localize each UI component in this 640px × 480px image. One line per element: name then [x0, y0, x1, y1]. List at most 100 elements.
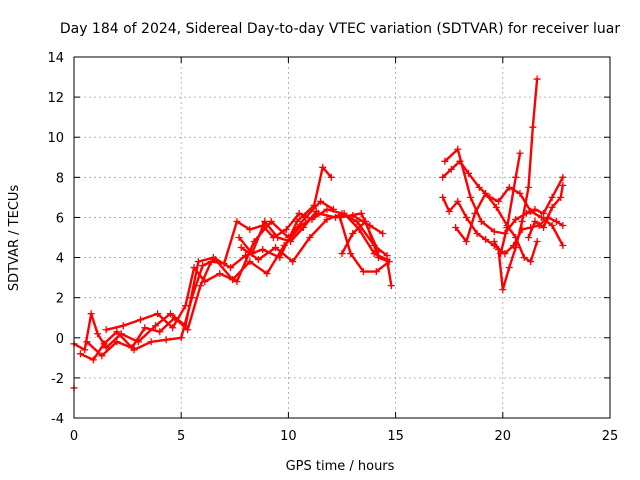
data-point — [196, 282, 204, 290]
data-point — [492, 203, 500, 211]
data-point — [540, 209, 548, 217]
data-point — [201, 278, 209, 286]
data-point — [233, 217, 241, 225]
data-point — [136, 316, 144, 324]
y-tick-label: 10 — [47, 131, 64, 146]
data-point — [323, 215, 331, 223]
data-point — [199, 262, 207, 270]
data-point — [475, 183, 483, 191]
series-sat-b — [76, 209, 387, 364]
data-series — [70, 75, 567, 392]
data-point — [169, 324, 177, 332]
data-point — [248, 250, 256, 258]
data-point — [387, 282, 395, 290]
series-sat-f — [235, 207, 320, 258]
data-point — [439, 173, 447, 181]
data-point — [216, 270, 224, 278]
data-point — [81, 346, 89, 354]
data-point — [267, 217, 275, 225]
data-point — [347, 250, 355, 258]
data-point — [516, 149, 524, 157]
data-point — [531, 205, 539, 213]
data-point — [362, 217, 370, 225]
data-point — [477, 217, 485, 225]
data-point — [374, 254, 382, 262]
data-point — [154, 310, 162, 318]
chart-title: Day 184 of 2024, Sidereal Day-to-day VTE… — [60, 21, 621, 37]
y-tick-label: -2 — [51, 372, 64, 387]
data-point — [439, 193, 447, 201]
data-point — [327, 173, 335, 181]
data-point — [220, 260, 228, 268]
data-point — [512, 244, 520, 252]
y-tick-label: 6 — [56, 211, 64, 226]
data-point — [499, 286, 507, 294]
y-tick-label: 12 — [47, 91, 64, 106]
data-point — [452, 223, 460, 231]
data-point — [119, 322, 127, 330]
data-point — [113, 338, 121, 346]
series-trace — [443, 148, 564, 235]
data-point — [246, 225, 254, 233]
data-point — [323, 205, 331, 213]
data-point — [525, 234, 533, 241]
series-trace — [497, 77, 539, 291]
data-point — [156, 328, 164, 336]
data-point — [516, 189, 524, 197]
data-point — [353, 217, 361, 225]
data-point — [274, 234, 282, 241]
data-point — [295, 209, 303, 217]
data-point — [374, 248, 382, 256]
data-point — [102, 326, 110, 334]
data-point — [372, 268, 380, 276]
series-sat-c — [83, 205, 391, 360]
data-point — [302, 213, 310, 221]
data-point — [166, 310, 174, 318]
data-point — [495, 246, 503, 254]
data-point — [227, 264, 235, 272]
data-point — [537, 213, 545, 221]
data-point — [357, 209, 365, 217]
data-point — [254, 256, 262, 264]
data-point — [505, 264, 513, 272]
data-point — [518, 217, 526, 225]
data-point — [261, 217, 269, 225]
y-tick-label: 14 — [47, 51, 64, 66]
data-point — [83, 338, 91, 346]
data-point — [184, 326, 192, 334]
data-point — [319, 163, 327, 171]
data-point — [237, 244, 245, 252]
series-sat-g — [336, 209, 393, 276]
series-trace — [338, 212, 391, 273]
series-sat-j — [441, 145, 567, 237]
data-point — [299, 223, 307, 231]
data-point — [529, 123, 537, 131]
data-point — [336, 213, 344, 221]
x-tick-label: 15 — [387, 429, 404, 444]
data-point — [512, 215, 520, 223]
y-tick-label: 4 — [56, 252, 64, 267]
data-point — [100, 340, 108, 348]
data-point — [520, 254, 528, 262]
data-point — [454, 145, 462, 153]
data-point — [548, 193, 556, 201]
data-point — [467, 193, 475, 201]
data-point — [272, 244, 280, 252]
data-point — [233, 278, 241, 286]
data-point — [540, 223, 548, 231]
data-point — [190, 264, 198, 272]
data-point — [194, 258, 202, 266]
data-point — [359, 268, 367, 276]
data-point — [385, 258, 393, 266]
data-point — [162, 336, 170, 344]
data-point — [533, 75, 541, 83]
series-sat-k — [452, 189, 541, 266]
data-point — [462, 213, 470, 221]
data-point — [505, 183, 513, 191]
data-point — [552, 217, 560, 225]
data-point — [559, 173, 567, 181]
y-tick-label: 0 — [56, 332, 64, 347]
data-point — [548, 203, 556, 211]
data-point — [441, 157, 449, 165]
data-point — [312, 207, 320, 215]
